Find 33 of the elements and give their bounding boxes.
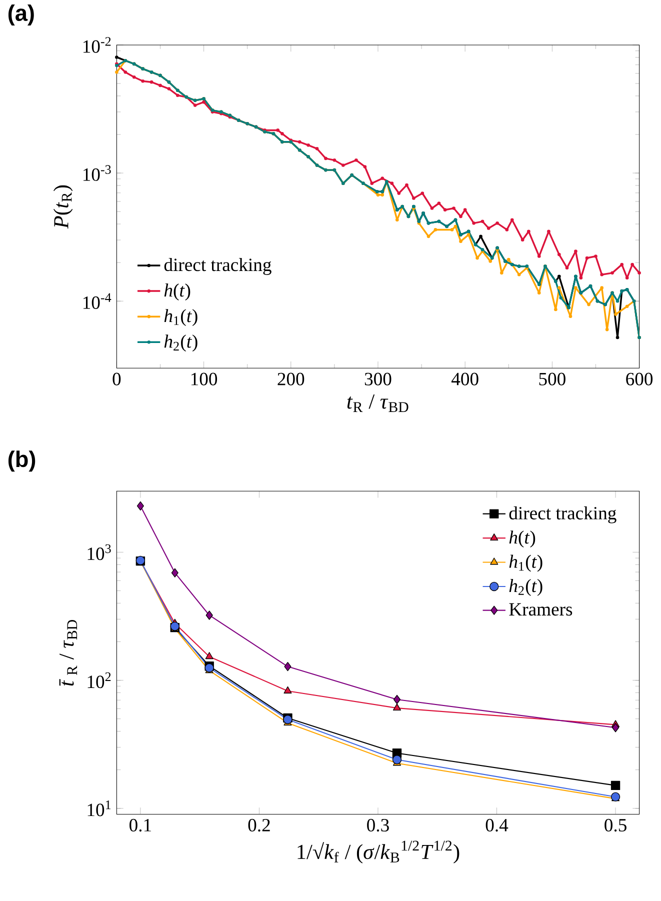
y-tick-label: 10$^{-2}$ bbox=[83, 37, 110, 53]
x-tick-label: 300 bbox=[364, 372, 392, 386]
x-tick-label: 0.3 bbox=[366, 818, 389, 832]
x-tick-label: 0 bbox=[112, 372, 121, 386]
legend-label: h$_{1}$(t) bbox=[164, 309, 198, 326]
text: (b) bbox=[8, 450, 35, 472]
x-tick-label: 0.4 bbox=[486, 818, 508, 832]
y-tick-label: 10$^{-3}$ bbox=[83, 165, 111, 181]
text: (a) bbox=[8, 4, 34, 26]
legend-label: direct tracking bbox=[509, 506, 616, 524]
x-tick-label: 0.5 bbox=[604, 818, 626, 832]
y-axis-title: t̄$_{R}$ / τ$_{BD}$ bbox=[59, 620, 77, 686]
x-tick-label: 200 bbox=[278, 372, 304, 386]
x-tick-label: 0.2 bbox=[248, 818, 270, 832]
text: 1/√k$_{f}$ / (σ/k$_{B}$$^{1/2}$T$^{1/2}$) bbox=[298, 840, 460, 864]
legend-label: h$_{2}$(t) bbox=[509, 579, 542, 596]
legend-label: h(t) bbox=[164, 284, 190, 300]
y-tick-label: 10$^{3}$ bbox=[88, 544, 111, 560]
x-tick-label: 100 bbox=[191, 372, 217, 386]
legend-label: Kramers bbox=[509, 603, 572, 616]
y-tick-label: 10$^{2}$ bbox=[88, 672, 110, 688]
y-tick-label: 10$^{1}$ bbox=[88, 800, 110, 816]
x-tick-label: 500 bbox=[539, 372, 566, 386]
x-tick-label: 400 bbox=[451, 372, 478, 386]
legend-label: h$_{2}$(t) bbox=[164, 334, 198, 352]
x-axis-title: t$_{R}$ / τ$_{BD}$ bbox=[347, 394, 408, 412]
legend-label: h$_{1}$(t) bbox=[509, 554, 542, 572]
x-tick-label: 0.1 bbox=[129, 818, 151, 832]
y-axis-title: P(t$_{R}$) bbox=[53, 185, 73, 229]
legend-label: h(t) bbox=[509, 530, 535, 548]
y-tick-label: 10$^{-4}$ bbox=[83, 293, 112, 309]
legend-label: direct tracking bbox=[164, 258, 272, 275]
x-tick-label: 600 bbox=[626, 372, 652, 386]
